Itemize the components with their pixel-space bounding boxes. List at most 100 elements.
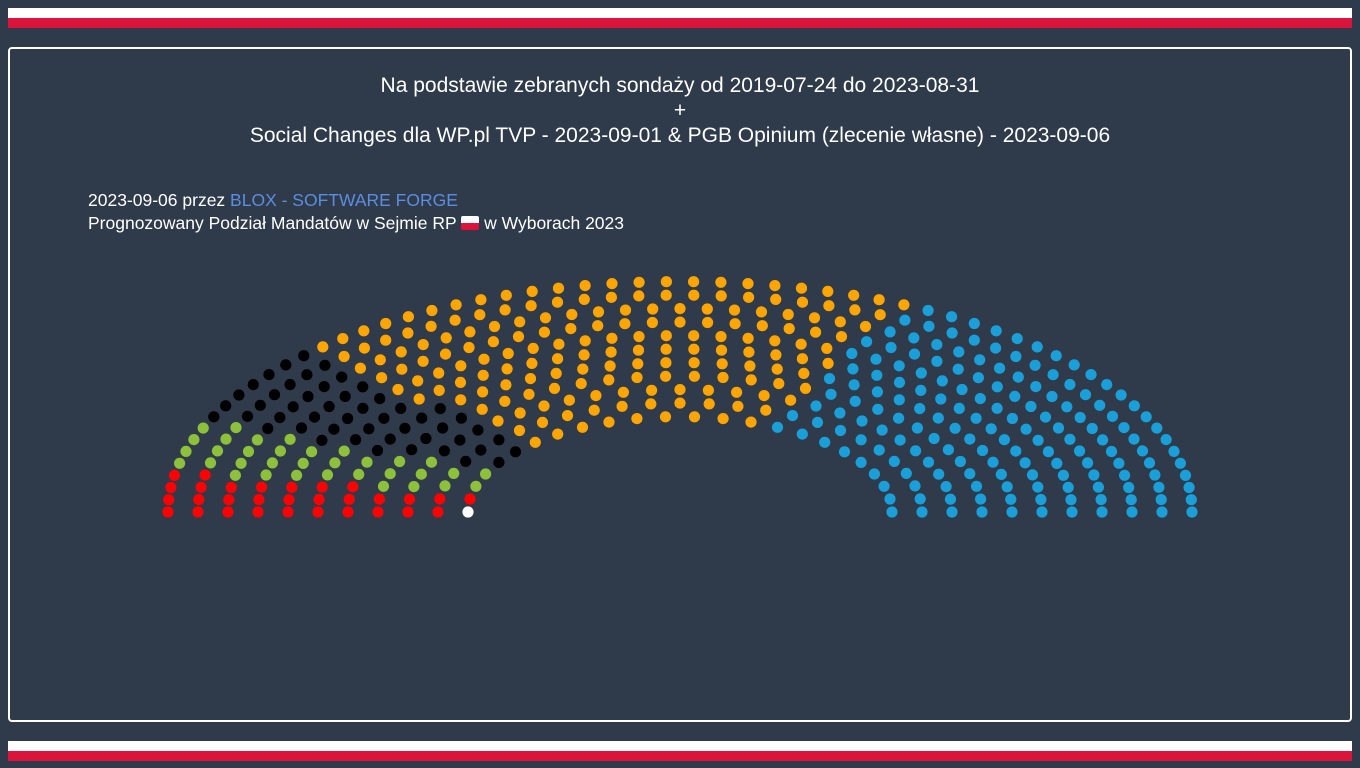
seat	[856, 415, 868, 427]
seat	[163, 494, 175, 506]
seat	[493, 456, 505, 468]
seat	[616, 400, 628, 412]
seat	[1050, 350, 1062, 362]
seat	[995, 468, 1007, 480]
seat	[660, 357, 672, 369]
seat	[633, 276, 645, 288]
seat	[358, 342, 370, 354]
seat	[953, 346, 965, 358]
seat	[822, 285, 834, 297]
party-group-5	[771, 304, 1198, 518]
seat	[319, 359, 331, 371]
seat	[898, 299, 910, 311]
seat	[350, 434, 362, 446]
seat	[268, 389, 281, 401]
seat	[834, 424, 847, 437]
seat	[702, 384, 715, 396]
seat	[374, 354, 386, 366]
seat	[1010, 350, 1022, 363]
seat	[743, 291, 755, 303]
seat	[361, 456, 373, 468]
flag-top	[8, 8, 1352, 28]
seat	[1074, 411, 1086, 424]
seat	[527, 342, 539, 354]
party-group-0	[462, 506, 474, 518]
seat	[260, 469, 272, 481]
seat	[262, 422, 274, 435]
seat	[402, 327, 414, 339]
seat	[1029, 359, 1041, 371]
seat	[755, 306, 768, 318]
seat	[716, 358, 728, 370]
seat	[529, 436, 541, 448]
seat	[280, 359, 292, 371]
seat	[433, 384, 445, 396]
seat	[935, 393, 947, 405]
seat	[1118, 422, 1130, 434]
seat	[731, 386, 743, 398]
seat	[922, 304, 934, 317]
seat	[342, 506, 354, 518]
seat	[848, 379, 860, 391]
seat	[480, 468, 492, 480]
seat	[1094, 399, 1106, 411]
seat	[909, 480, 921, 492]
seat	[928, 432, 940, 445]
seat	[970, 480, 983, 492]
seat	[394, 455, 406, 468]
seat	[688, 370, 701, 382]
seat	[810, 400, 822, 412]
seat	[783, 323, 795, 335]
seat	[474, 309, 486, 321]
seat	[603, 416, 615, 428]
seat	[914, 493, 926, 505]
seat	[1125, 494, 1137, 506]
seat	[575, 378, 587, 390]
seat	[605, 346, 617, 358]
seat	[439, 348, 452, 360]
seat	[301, 369, 313, 381]
seat	[932, 412, 944, 424]
seat	[1174, 457, 1186, 469]
seat	[513, 424, 526, 437]
seat	[416, 412, 428, 424]
seat	[915, 384, 927, 396]
seat	[323, 400, 335, 413]
seat	[500, 379, 512, 391]
seat	[631, 371, 643, 384]
seat	[946, 506, 958, 518]
seat	[1082, 457, 1094, 469]
seat	[1025, 400, 1037, 413]
seat	[873, 444, 885, 456]
seat	[565, 323, 577, 335]
seat	[165, 481, 177, 494]
seat	[1066, 506, 1078, 518]
seat	[283, 494, 295, 506]
seat	[384, 433, 396, 445]
seat	[380, 317, 392, 330]
seat	[605, 291, 618, 303]
seat	[197, 422, 209, 434]
seat	[990, 325, 1002, 337]
seat	[548, 382, 561, 394]
seat	[432, 506, 444, 518]
seat	[1140, 411, 1152, 423]
seat	[825, 388, 837, 400]
seat	[312, 506, 324, 518]
seat	[796, 296, 809, 308]
seat	[1062, 481, 1074, 493]
seat	[1065, 494, 1077, 506]
seat	[849, 304, 861, 316]
seat	[380, 334, 392, 346]
seat	[742, 332, 754, 344]
seat	[846, 347, 858, 360]
author-link[interactable]: BLOX - SOFTWARE FORGE	[230, 190, 458, 210]
seat	[632, 344, 645, 356]
seat	[579, 280, 591, 292]
seat	[371, 444, 384, 457]
seat	[1168, 445, 1180, 457]
seat	[606, 278, 618, 290]
seat	[592, 306, 605, 318]
seat	[588, 404, 600, 416]
